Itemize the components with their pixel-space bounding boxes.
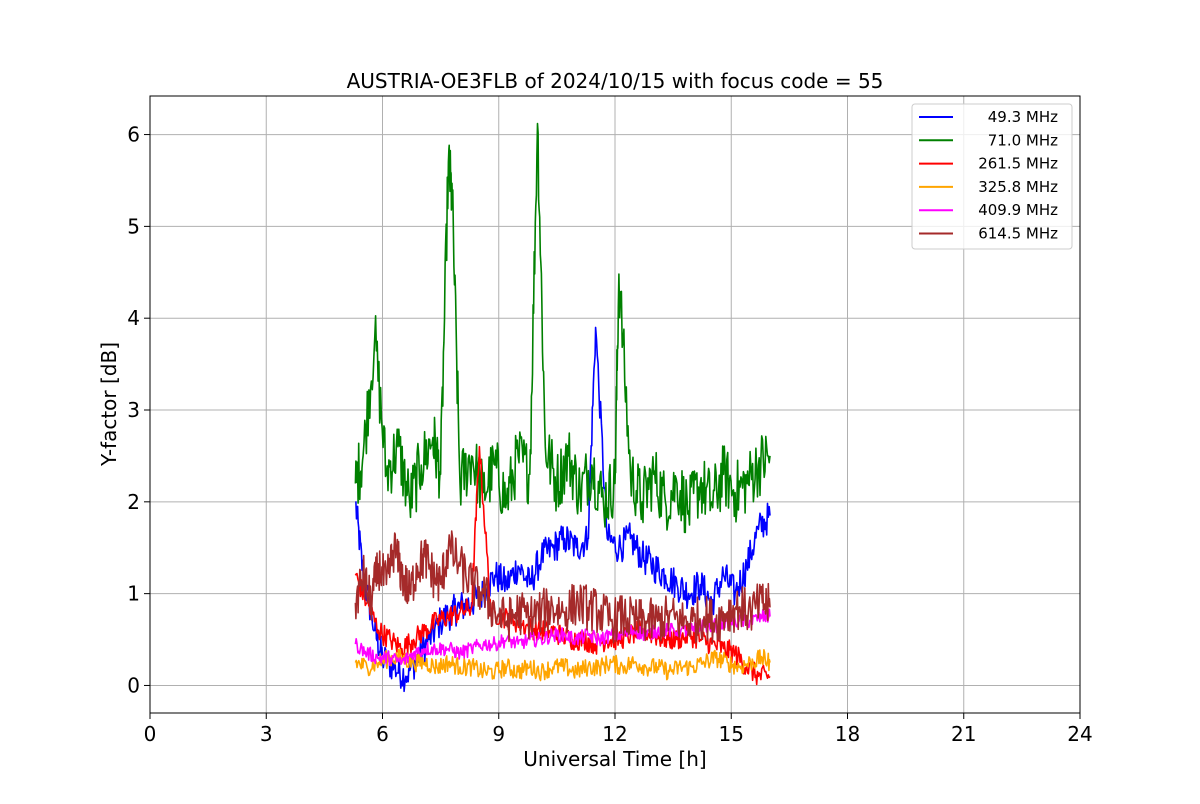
legend-label: 71.0 MHz <box>988 131 1058 149</box>
x-tick-label: 3 <box>260 722 273 746</box>
legend-label: 409.9 MHz <box>978 201 1058 219</box>
x-tick-label: 0 <box>144 722 157 746</box>
series-line <box>354 122 771 534</box>
y-tick-label: 1 <box>127 582 140 606</box>
y-tick-label: 4 <box>127 306 140 330</box>
x-tick-label: 24 <box>1067 722 1092 746</box>
x-tick-label: 21 <box>951 722 976 746</box>
y-axis-label: Y-factor [dB] <box>97 342 121 467</box>
y-tick-label: 0 <box>127 673 140 697</box>
y-tick-label: 3 <box>127 398 140 422</box>
x-tick-label: 9 <box>492 722 505 746</box>
series-line <box>354 530 771 644</box>
x-axis-label: Universal Time [h] <box>523 747 706 771</box>
series-group <box>354 122 771 693</box>
legend-label: 614.5 MHz <box>978 225 1058 243</box>
chart-title: AUSTRIA-OE3FLB of 2024/10/15 with focus … <box>347 69 884 93</box>
x-tick-label: 18 <box>835 722 860 746</box>
series-line <box>354 648 771 682</box>
x-tick-label: 15 <box>719 722 744 746</box>
legend-label: 325.8 MHz <box>978 178 1058 196</box>
y-tick-label: 5 <box>127 214 140 238</box>
legend-label: 261.5 MHz <box>978 155 1058 173</box>
legend: 49.3 MHz 71.0 MHz 261.5 MHz 325.8 MHz 409.9… <box>911 103 1073 250</box>
x-tick-label: 12 <box>602 722 627 746</box>
x-tick-label: 6 <box>376 722 389 746</box>
legend-label: 49.3 MHz <box>988 108 1058 126</box>
y-tick-label: 2 <box>127 490 140 514</box>
y-tick-label: 6 <box>127 123 140 147</box>
